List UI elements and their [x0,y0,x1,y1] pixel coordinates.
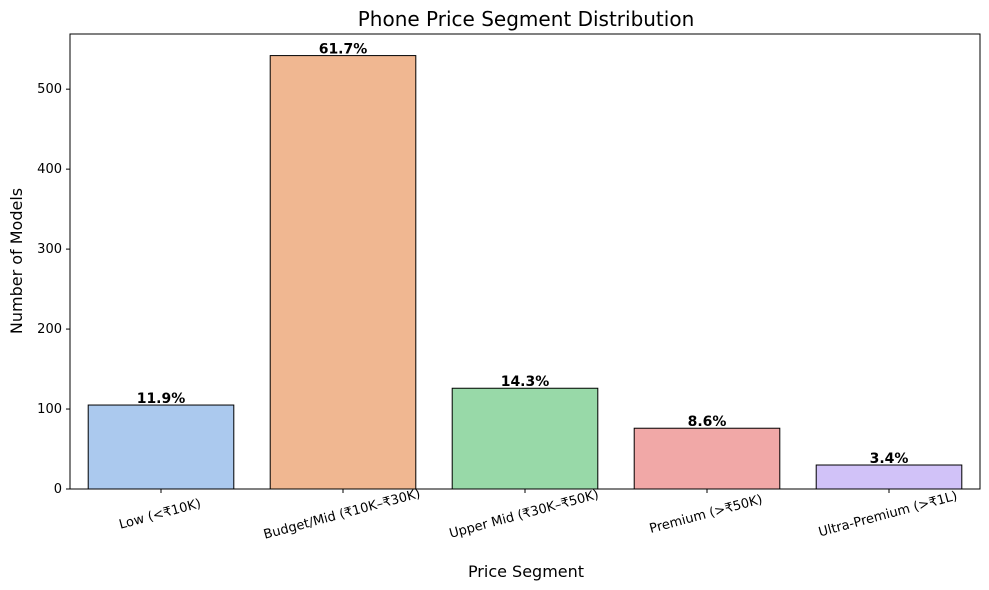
bar [269,55,417,490]
x-tick-label: Budget/Mid (₹10K–₹30K) [262,486,422,542]
y-tick-label: 400 [37,162,62,177]
y-tick-label: 100 [37,402,62,417]
data-label: 3.4% [870,451,909,467]
y-axis: 0 100 200 300 400 500 [37,82,70,497]
bar [451,387,599,490]
bar [633,427,781,490]
y-tick-label: 500 [37,82,62,97]
x-tick-label: Low (<₹10K) [118,496,203,532]
x-tick-label: Upper Mid (₹30K–₹50K) [448,487,601,541]
chart-title: Phone Price Segment Distribution [358,7,695,31]
data-label: 14.3% [501,374,550,390]
y-axis-label: Number of Models [7,188,26,334]
x-tick-label: Premium (>₹50K) [648,492,764,537]
bar [87,404,235,490]
y-tick-label: 0 [54,482,62,497]
data-label: 61.7% [319,42,368,58]
bar [815,464,963,490]
plot-frame [69,33,981,490]
y-tick-label: 300 [37,242,62,257]
data-label: 8.6% [688,414,727,430]
bars-layer: 11.9% 61.7% 14.3% 8.6% 3.4% [87,42,963,490]
x-axis: Low (<₹10K) Budget/Mid (₹10K–₹30K) Upper M… [118,486,960,542]
x-tick-label: Ultra-Premium (>₹1L) [817,489,959,541]
data-label: 11.9% [137,391,186,407]
x-axis-label: Price Segment [468,562,584,581]
y-tick-label: 200 [37,322,62,337]
